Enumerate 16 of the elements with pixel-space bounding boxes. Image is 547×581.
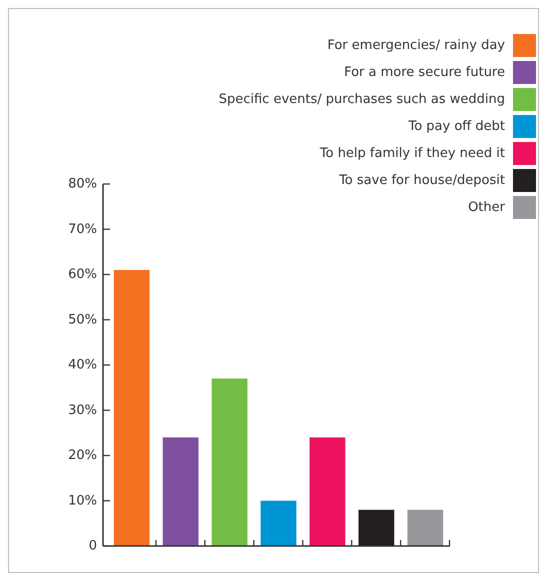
legend-label: To save for house/deposit xyxy=(338,173,505,188)
legend-label: For emergencies/ rainy day xyxy=(327,38,506,53)
y-tick-label: 60% xyxy=(68,267,97,282)
y-tick-label: 80% xyxy=(68,176,97,192)
legend-label: To pay off debt xyxy=(407,119,505,134)
y-tick-label: 40% xyxy=(68,358,97,372)
y-tick-label: 10% xyxy=(68,493,97,508)
legend-label: To help family if they need it xyxy=(318,146,505,161)
legend-label: Other xyxy=(468,200,506,215)
y-tick-label: 0 xyxy=(88,538,97,554)
legend-label: For a more secure future xyxy=(344,65,505,80)
legend-label: Specific events/ purchases such as wedding xyxy=(218,92,505,107)
y-tick-label: 30% xyxy=(68,402,97,418)
y-tick-label: 20% xyxy=(68,448,97,463)
y-tick-label: 70% xyxy=(68,222,97,237)
y-tick-label: 50% xyxy=(68,312,97,328)
